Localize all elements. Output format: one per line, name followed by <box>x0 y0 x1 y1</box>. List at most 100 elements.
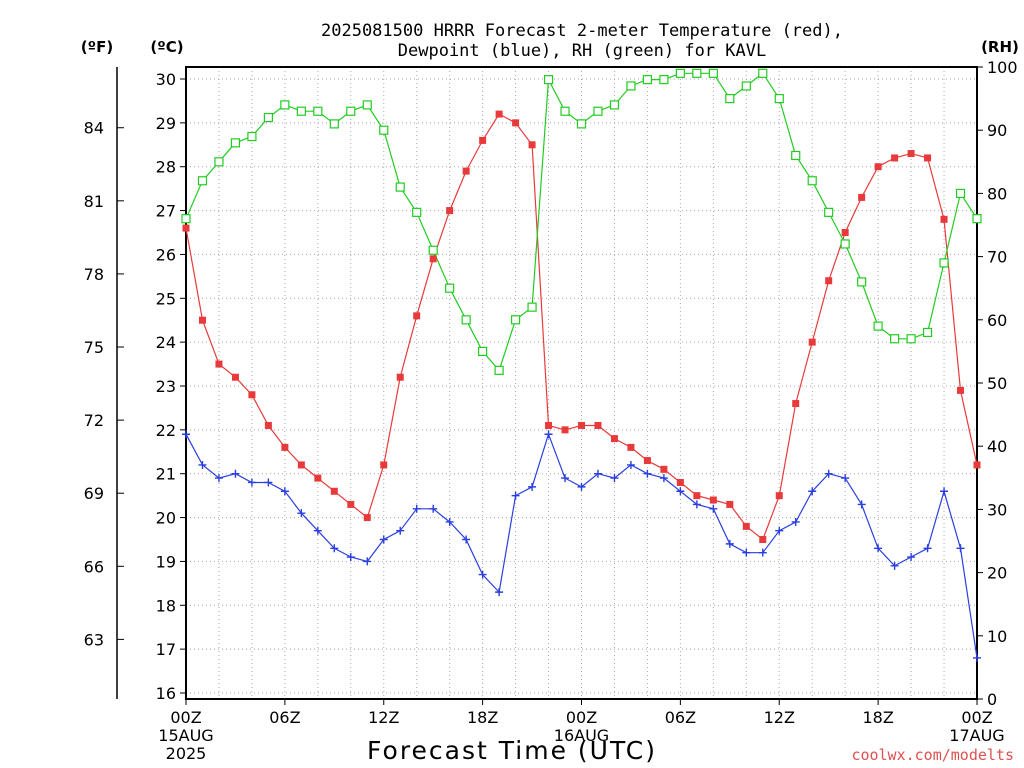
rh-point <box>560 106 570 116</box>
temperature-point <box>479 136 487 144</box>
rh-tick-label: 100 <box>987 58 1018 77</box>
celsius-tick-label: 20 <box>156 509 176 528</box>
temperature-point <box>594 421 602 429</box>
dewpoint-point <box>511 491 520 500</box>
temperature-point <box>891 154 899 162</box>
temperature-point <box>676 478 684 486</box>
x-axis-title: Forecast Time (UTC) <box>367 736 657 765</box>
dewpoint-point <box>758 548 767 557</box>
rh-point <box>609 100 620 110</box>
rh-point <box>362 100 372 110</box>
time-tick-label: 18Z <box>862 708 893 727</box>
rh-point <box>197 176 208 186</box>
temperature-point <box>248 391 256 399</box>
celsius-tick-label: 27 <box>156 202 176 221</box>
dewpoint-point <box>874 544 883 553</box>
temperature-point <box>825 277 833 285</box>
rh-point <box>840 239 850 249</box>
rh-point <box>510 315 521 325</box>
rh-unit-label: (RH) <box>981 38 1019 56</box>
rh-point <box>280 100 290 110</box>
time-tick-label: 2025 <box>166 744 207 763</box>
dewpoint-point <box>824 469 833 478</box>
rh-point <box>758 68 768 78</box>
rh-point <box>593 106 603 116</box>
dewpoint-point <box>643 469 652 478</box>
dewpoint-point <box>593 469 602 478</box>
rh-tick-label: 70 <box>987 248 1007 267</box>
dewpoint-point <box>429 504 438 513</box>
dewpoint-point <box>297 509 306 518</box>
time-tick-label: 15AUG <box>158 726 213 745</box>
temperature-point <box>726 500 734 508</box>
dewpoint-point <box>956 544 965 553</box>
dewpoint-point <box>346 553 355 562</box>
dewpoint-point <box>725 539 734 548</box>
temperature-point <box>231 373 239 381</box>
temperature-point <box>759 536 767 543</box>
temperature-point <box>610 435 618 443</box>
rh-point <box>906 334 916 344</box>
temperature-point <box>363 514 371 522</box>
rh-tick-label: 50 <box>987 374 1007 393</box>
time-tick-label: 06Z <box>269 708 300 727</box>
dewpoint-point <box>247 478 256 487</box>
temperature-point <box>940 215 948 223</box>
temperature-point <box>446 207 454 215</box>
temperature-point <box>396 373 404 381</box>
dewpoint-point <box>808 487 817 496</box>
rh-point <box>692 68 702 78</box>
rh-point <box>181 214 191 224</box>
rh-point <box>247 131 257 142</box>
temperature-point <box>495 110 503 118</box>
temperature-point <box>660 465 668 473</box>
celsius-tick-label: 29 <box>156 114 176 133</box>
celsius-unit-label: (ºC) <box>150 38 183 56</box>
dewpoint-point <box>528 482 537 491</box>
temperature-point <box>429 255 437 263</box>
temperature-point <box>462 167 470 175</box>
temperature-point <box>907 150 915 158</box>
celsius-tick-label: 19 <box>156 552 176 571</box>
fahrenheit-tick-label: 72 <box>84 411 104 430</box>
temperature-point <box>957 386 965 394</box>
fahrenheit-tick-label: 69 <box>84 484 104 503</box>
rh-tick-label: 40 <box>987 437 1007 456</box>
celsius-tick-label: 18 <box>156 596 176 615</box>
temperature-point <box>545 421 553 429</box>
dewpoint-point <box>478 570 487 579</box>
temperature-point <box>198 316 206 324</box>
celsius-tick-label: 16 <box>156 684 176 703</box>
temperature-point <box>643 457 651 465</box>
fahrenheit-tick-label: 84 <box>84 119 104 138</box>
dewpoint-point <box>396 526 405 535</box>
rh-point <box>708 68 718 78</box>
rh-point <box>857 277 867 287</box>
rh-point <box>675 68 685 78</box>
fahrenheit-tick-label: 78 <box>84 265 104 284</box>
rh-point <box>214 157 224 167</box>
temperature-point <box>215 360 223 368</box>
dewpoint-point <box>890 561 899 570</box>
dewpoint-point <box>561 474 570 483</box>
rh-point <box>774 93 784 104</box>
temperature-point <box>264 421 272 429</box>
time-tick-label: 12Z <box>368 708 399 727</box>
temperature-point <box>858 193 866 201</box>
temperature-point <box>775 492 783 500</box>
rh-point <box>412 207 422 217</box>
grid <box>186 67 977 699</box>
chart-title-line-1: 2025081500 HRRR Forecast 2-meter Tempera… <box>321 21 843 41</box>
temperature-point <box>841 229 849 236</box>
dewpoint-point <box>495 588 504 597</box>
rh-point <box>263 112 273 123</box>
celsius-tick-label: 26 <box>156 245 176 264</box>
celsius-tick-label: 28 <box>156 158 176 177</box>
dewpoint-point <box>610 474 619 483</box>
dewpoint-point <box>907 553 916 562</box>
celsius-tick-label: 21 <box>156 465 176 484</box>
temperature-point <box>578 421 585 429</box>
dewpoint-point <box>182 430 190 439</box>
rh-point <box>445 283 455 293</box>
